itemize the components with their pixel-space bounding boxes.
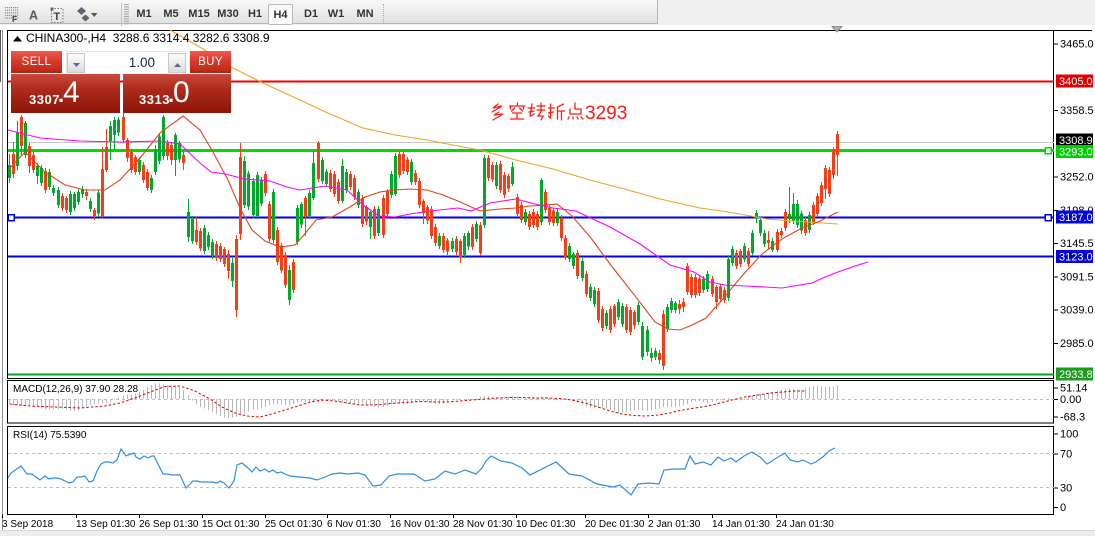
- svg-text:13 Sep 01:30: 13 Sep 01:30: [76, 519, 136, 530]
- svg-text:0: 0: [1060, 502, 1066, 514]
- svg-text:3293.0: 3293.0: [1059, 147, 1093, 159]
- svg-text:100: 100: [1060, 428, 1078, 440]
- svg-text:3358.5: 3358.5: [1060, 105, 1094, 117]
- svg-text:T: T: [54, 11, 61, 23]
- svg-text:6 Nov 01:30: 6 Nov 01:30: [327, 519, 381, 530]
- svg-text:A: A: [29, 9, 38, 23]
- svg-text:10 Dec 01:30: 10 Dec 01:30: [516, 519, 576, 530]
- svg-text:28 Nov 01:30: 28 Nov 01:30: [453, 519, 513, 530]
- svg-text:-68.3: -68.3: [1060, 412, 1085, 424]
- svg-text:20 Dec 01:30: 20 Dec 01:30: [585, 519, 645, 530]
- svg-text:3187.0: 3187.0: [1059, 212, 1093, 224]
- svg-text:25 Oct 01:30: 25 Oct 01:30: [265, 519, 323, 530]
- svg-text:3 Sep 2018: 3 Sep 2018: [2, 519, 54, 530]
- svg-text:51.14: 51.14: [1060, 383, 1088, 395]
- svg-text:2933.8: 2933.8: [1059, 369, 1093, 381]
- svg-text:70: 70: [1060, 449, 1072, 461]
- svg-text:15 Oct 01:30: 15 Oct 01:30: [202, 519, 260, 530]
- svg-text:CHINA300-,H4 3288.6 3314.4 32: CHINA300-,H4 3288.6 3314.4 3282.6 3308.9: [26, 31, 270, 45]
- svg-text:3465.0: 3465.0: [1060, 39, 1094, 51]
- svg-text:MACD(12,26,9) 37.90 28.28: MACD(12,26,9) 37.90 28.28: [13, 384, 139, 395]
- svg-text:3123.0: 3123.0: [1059, 252, 1093, 264]
- svg-text:3252.0: 3252.0: [1060, 171, 1094, 183]
- svg-text:3145.5: 3145.5: [1060, 238, 1094, 250]
- svg-text:F: F: [12, 14, 17, 24]
- svg-text:0.00: 0.00: [1060, 394, 1081, 406]
- svg-text:3039.0: 3039.0: [1060, 304, 1094, 316]
- svg-text:30: 30: [1060, 483, 1072, 495]
- svg-text:RSI(14) 75.5390: RSI(14) 75.5390: [13, 430, 87, 441]
- svg-text:2 Jan 01:30: 2 Jan 01:30: [648, 519, 701, 530]
- svg-text:26 Sep 01:30: 26 Sep 01:30: [139, 519, 199, 530]
- svg-text:2985.0: 2985.0: [1060, 338, 1094, 350]
- svg-text:16 Nov 01:30: 16 Nov 01:30: [390, 519, 450, 530]
- svg-text:14 Jan 01:30: 14 Jan 01:30: [712, 519, 770, 530]
- svg-text:24 Jan 01:30: 24 Jan 01:30: [776, 519, 834, 530]
- svg-text:3405.0: 3405.0: [1059, 76, 1093, 88]
- svg-text:3308.9: 3308.9: [1059, 135, 1093, 147]
- svg-text:3293: 3293: [585, 103, 627, 124]
- svg-text:3091.5: 3091.5: [1060, 272, 1094, 284]
